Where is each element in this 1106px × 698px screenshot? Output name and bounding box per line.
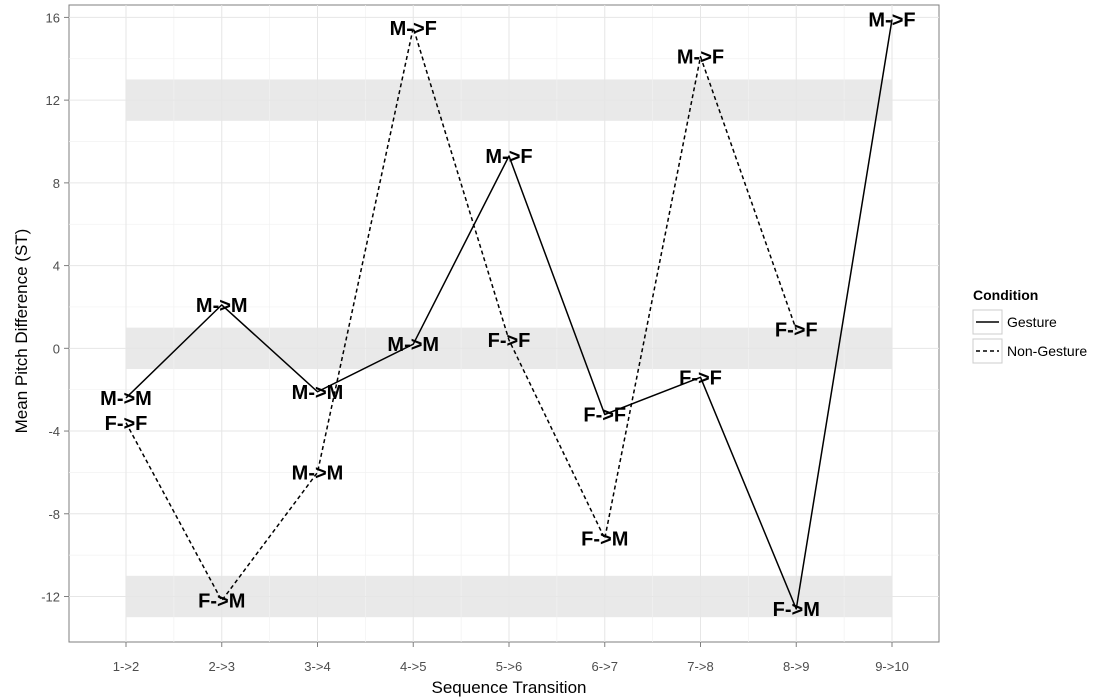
y-axis-title: Mean Pitch Difference (ST) [12,229,31,434]
x-axis: 1->2 2->3 3->4 4->5 5->6 6->7 7->8 8->9 9->10 [113,642,909,674]
point-label-non-gesture-3: M->F [390,18,437,40]
point-label-gesture-4: M->F [485,146,532,168]
point-label-gesture-1: M->M [196,295,248,317]
point-label-gesture-2: M->M [292,382,344,404]
x-tick-label-1-to-2: 1->2 [113,659,139,674]
y-tick-label-0: 0 [53,341,60,356]
point-label-non-gesture-1: F->M [198,591,245,613]
y-tick-label-8: 8 [53,176,60,191]
point-label-gesture-7: F->M [773,599,820,621]
legend-label-non-gesture: Non-Gesture [1007,343,1087,359]
y-tick-label-12: 12 [46,93,60,108]
point-label-non-gesture-4: F->F [488,330,531,352]
x-axis-title: Sequence Transition [432,678,587,697]
point-label-gesture-3: M->M [387,334,439,356]
y-tick-label-4: -4 [48,424,60,439]
point-label-gesture-5: F->F [583,405,626,427]
y-axis: 16 12 8 4 0 -4 -8 -12 [41,10,69,604]
point-label-gesture-0: M->M [100,388,152,410]
x-tick-label-9-to-10: 9->10 [875,659,909,674]
x-tick-label-6-to-7: 6->7 [592,659,618,674]
y-tick-label-16: 16 [46,10,60,25]
y-tick-label-4: 4 [53,259,60,274]
x-tick-label-8-to-9: 8->9 [783,659,809,674]
y-tick-label-8: -8 [48,507,60,522]
legend-title: Condition [973,287,1038,303]
x-tick-label-7-to-8: 7->8 [687,659,713,674]
x-tick-label-5-to-6: 5->6 [496,659,522,674]
x-tick-label-4-to-5: 4->5 [400,659,426,674]
legend-label-gesture: Gesture [1007,314,1057,330]
point-label-non-gesture-6: M->F [677,47,724,69]
point-label-non-gesture-2: M->M [292,462,344,484]
point-label-non-gesture-7: F->F [775,320,818,342]
point-label-non-gesture-0: F->F [105,413,148,435]
legend: Condition Gesture Non-Gesture [973,287,1087,363]
y-tick-label-12: -12 [41,590,60,605]
x-tick-label-2-to-3: 2->3 [209,659,235,674]
point-label-non-gesture-5: F->M [581,529,628,551]
point-label-gesture-8: M->F [868,9,915,31]
point-label-gesture-6: F->F [679,367,722,389]
x-tick-label-3-to-4: 3->4 [304,659,330,674]
